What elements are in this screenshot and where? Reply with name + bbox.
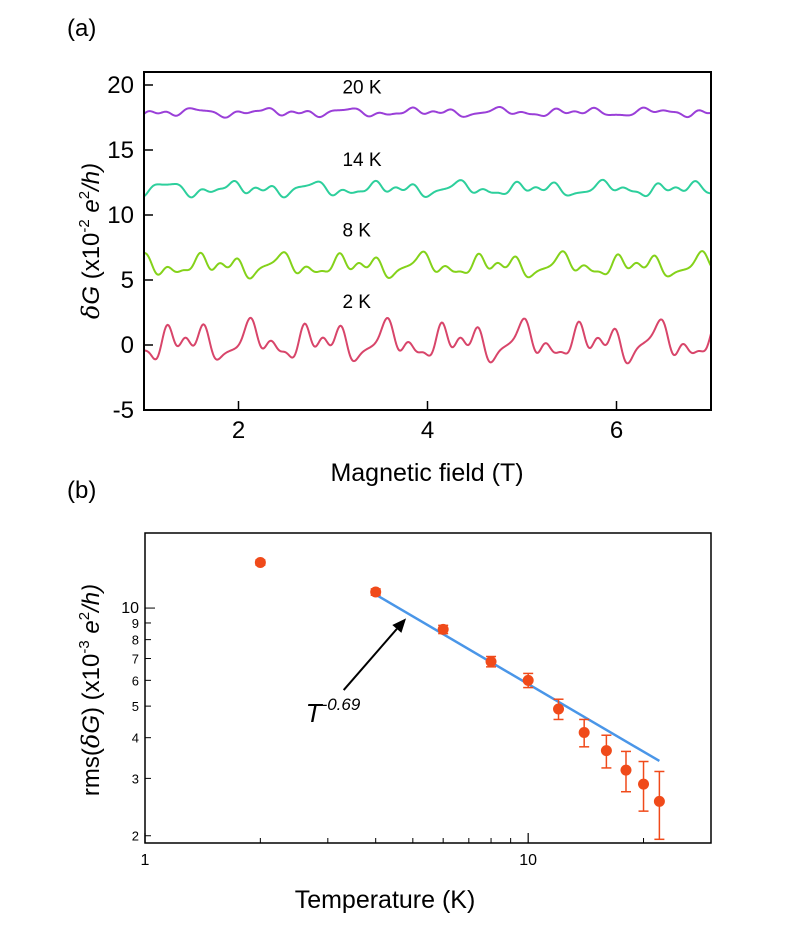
- x-tick-label: 10: [519, 852, 537, 869]
- data-point: [522, 672, 534, 689]
- x-tick-label: 4: [421, 417, 434, 444]
- x-tick-label: 2: [232, 417, 245, 444]
- y-tick-label: 8: [132, 633, 139, 648]
- marker: [620, 764, 632, 776]
- marker: [485, 656, 497, 668]
- y-tick-label: -5: [113, 397, 134, 424]
- data-point: [370, 586, 382, 598]
- b-ylabel-delta: δ: [77, 734, 105, 748]
- x-tick-label: 1: [141, 852, 150, 869]
- b-ylabel-mid: ) (x10: [78, 654, 105, 715]
- data-point: [620, 750, 632, 793]
- y-tick-label: 10: [121, 600, 139, 617]
- b-ylabel-exp: -3: [76, 640, 93, 653]
- marker: [638, 778, 650, 790]
- marker: [653, 795, 665, 807]
- y-tick-label: 3: [132, 771, 139, 786]
- data-point: [254, 557, 266, 569]
- marker: [254, 557, 266, 569]
- panel-a-label: (a): [67, 15, 96, 42]
- y-tick-label: 0: [121, 332, 134, 359]
- series-label: 20 K: [342, 77, 381, 98]
- ylabel-unit-pre: (x10: [78, 233, 105, 286]
- panel-a-ylabel: δG (x10-2 e2/h): [76, 163, 105, 319]
- b-ylabel-pre: rms(: [78, 748, 105, 796]
- y-tick-label: 7: [132, 652, 139, 667]
- marker: [553, 703, 565, 715]
- y-tick-label: 9: [132, 616, 139, 631]
- ylabel-unit-exp: -2: [76, 219, 93, 232]
- power-law-annotation: T-0.69: [306, 695, 361, 728]
- series-label: 2 K: [342, 292, 371, 313]
- ylabel-delta: δ: [77, 305, 105, 319]
- marker: [437, 623, 449, 635]
- series-line: [143, 316, 712, 365]
- series-line: [143, 250, 712, 280]
- b-ylabel-exp2: 2: [76, 612, 93, 620]
- annotation-arrow-shaft: [342, 628, 398, 691]
- marker: [600, 745, 612, 757]
- series-label: 14 K: [342, 150, 381, 171]
- b-ylabel-e: e: [78, 620, 105, 640]
- y-tick-label: 2: [132, 829, 139, 844]
- panel-a-frame: [143, 71, 712, 411]
- panel-b-frame: [144, 532, 712, 844]
- annotation-arrowhead: [392, 618, 407, 633]
- series-line: [143, 178, 712, 199]
- ylabel-unit-exp2: 2: [76, 191, 93, 199]
- panel-b-xlabel: Temperature (K): [295, 886, 476, 914]
- data-point: [600, 734, 612, 769]
- b-ylabel-G: G: [78, 715, 105, 734]
- b-ylabel-post: /h): [78, 584, 105, 614]
- data-point: [553, 698, 565, 721]
- panel-a-xlabel: Magnetic field (T): [330, 459, 523, 487]
- data-point: [653, 770, 665, 841]
- power-law-fit-line: [375, 593, 661, 763]
- data-point: [578, 718, 590, 748]
- annotation-exponent: -0.69: [322, 695, 361, 714]
- marker: [578, 726, 590, 738]
- y-tick-label: 10: [107, 202, 134, 229]
- marker: [522, 674, 534, 686]
- data-point: [638, 760, 650, 812]
- panel-b-ylabel: rms(δG) (x10-3 e2/h): [76, 584, 105, 796]
- y-tick-label: 6: [132, 673, 139, 688]
- y-tick-label: 20: [107, 72, 134, 99]
- data-point: [437, 623, 449, 635]
- panel-b-label: (b): [67, 477, 96, 504]
- x-tick-label: 6: [610, 417, 623, 444]
- marker: [370, 586, 382, 598]
- annotation-base: T: [306, 698, 324, 728]
- ylabel-G: G: [78, 286, 105, 305]
- y-tick-label: 4: [132, 731, 139, 746]
- panel-a-plot: 2 4 6 -5 0 5 10 15 20 20 K 14 K 8 K 2 K: [107, 71, 712, 444]
- series-label: 8 K: [342, 220, 371, 241]
- ylabel-unit-e: e: [78, 199, 105, 219]
- y-tick-label: 15: [107, 137, 134, 164]
- ylabel-unit-post: /h): [78, 163, 105, 193]
- data-point: [485, 655, 497, 668]
- y-tick-label: 5: [132, 699, 139, 714]
- y-tick-label: 5: [121, 267, 134, 294]
- series-line: [143, 105, 712, 119]
